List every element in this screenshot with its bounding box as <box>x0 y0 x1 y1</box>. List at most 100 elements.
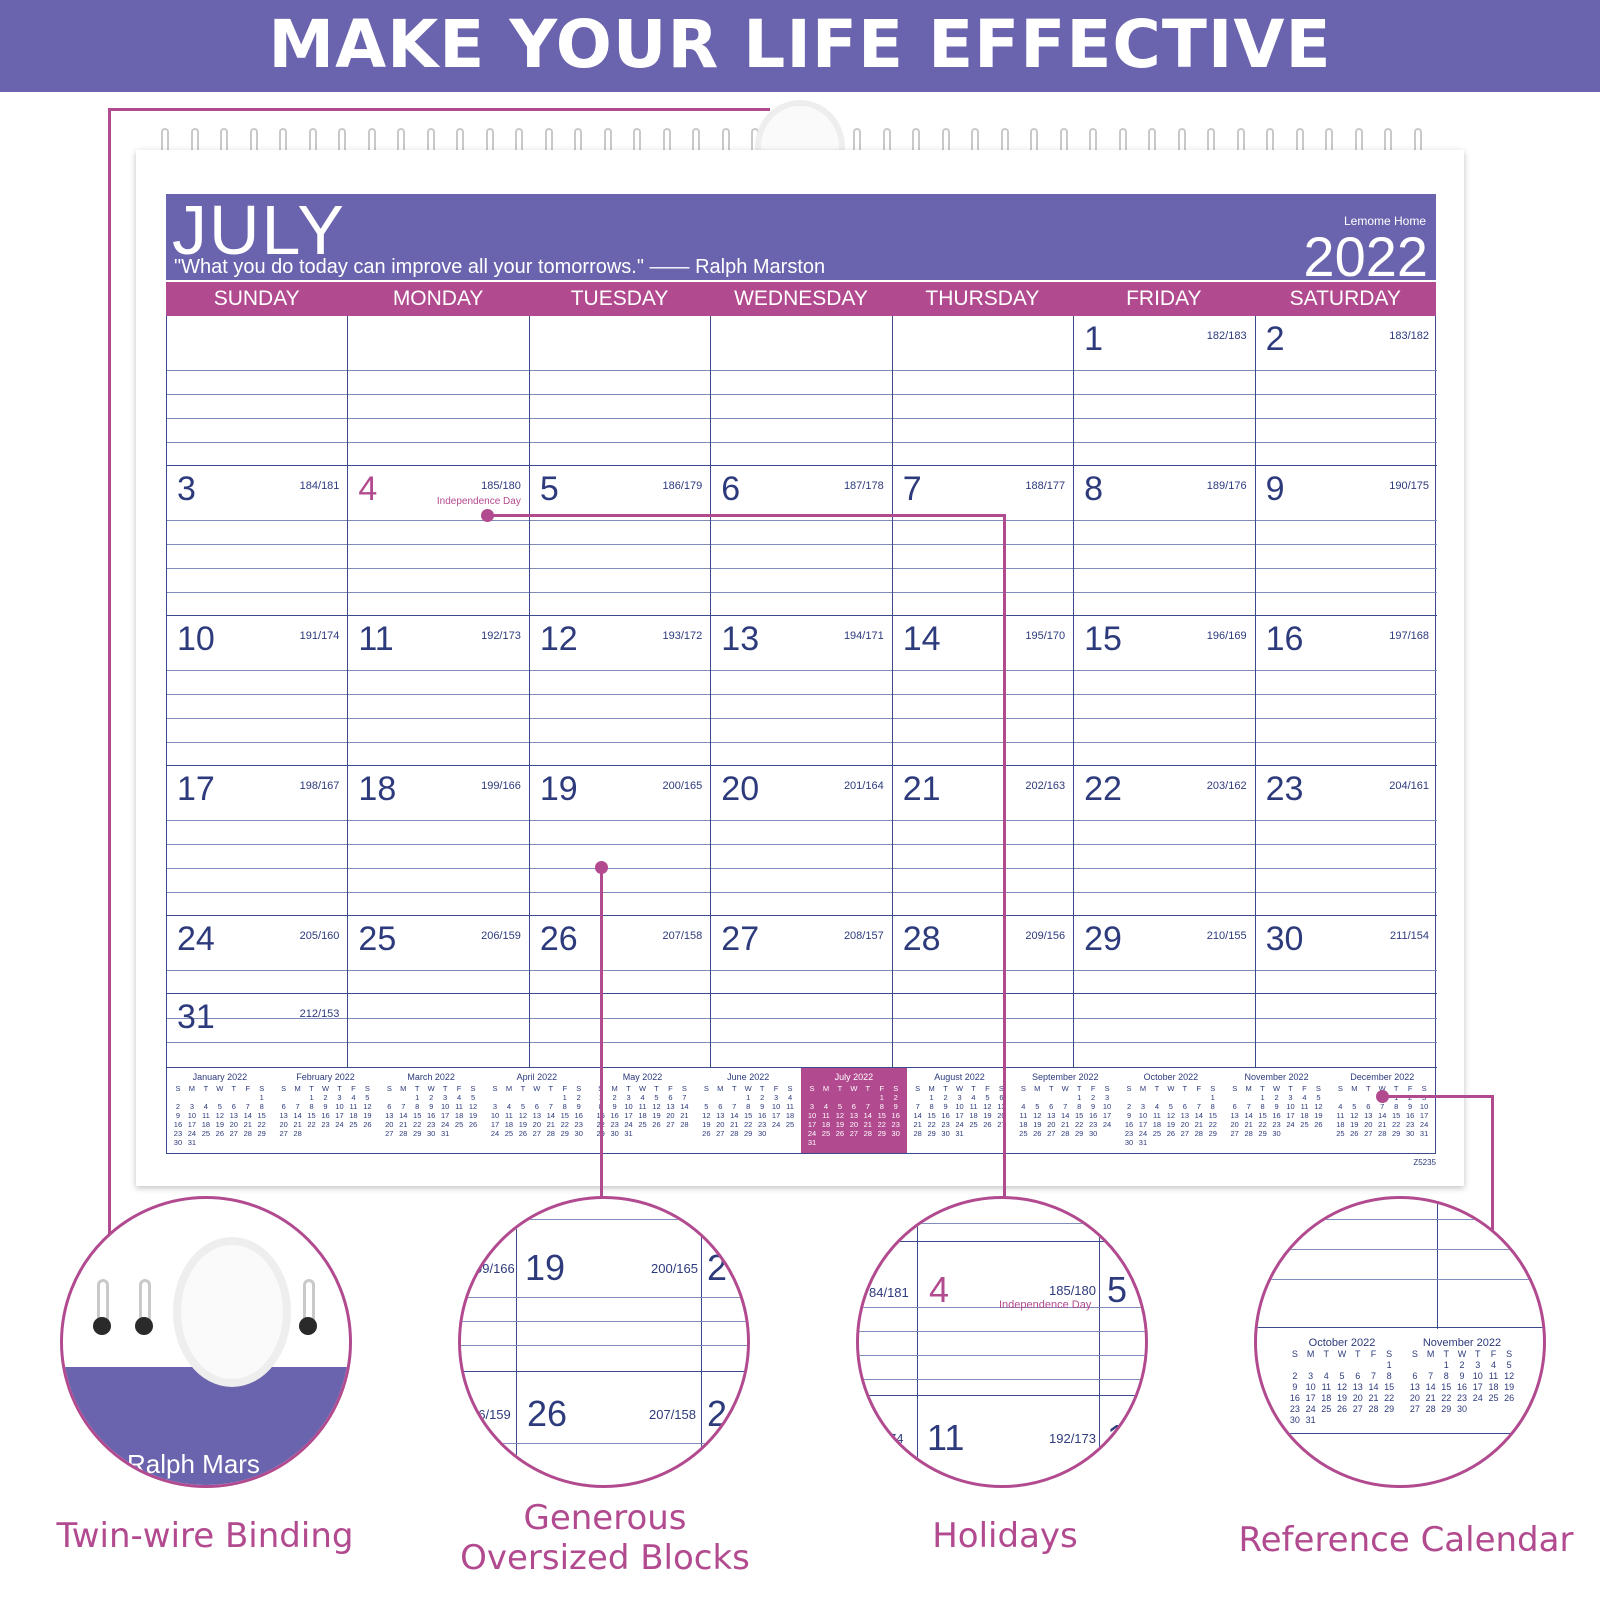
mini-day: 25 <box>821 1129 831 1138</box>
mini-day <box>199 1093 213 1102</box>
caption-binding: Twin-wire Binding <box>56 1516 354 1556</box>
empty-cell[interactable] <box>167 316 349 466</box>
day-cell[interactable]: 4 185/180 Independence Day <box>348 466 530 616</box>
writing-line <box>892 1042 1074 1043</box>
day-cell[interactable]: 6 187/178 <box>711 466 893 616</box>
grid-line <box>859 1395 1145 1396</box>
day-cell[interactable]: 13 194/171 <box>711 616 893 766</box>
empty-cell[interactable] <box>1074 994 1256 1068</box>
mini-day: 21 <box>1425 1393 1436 1403</box>
day-cell[interactable]: 3 184/181 <box>167 466 349 616</box>
day-cell[interactable]: 5 186/179 <box>529 466 712 616</box>
day-cell[interactable]: 9 190/175 <box>1255 466 1437 616</box>
day-cell[interactable]: 30 211/154 <box>1255 916 1437 994</box>
mini-day: 12 <box>1314 1102 1323 1111</box>
day-cell[interactable]: 23 204/161 <box>1255 766 1437 916</box>
wire-loop-arc <box>1177 128 1186 156</box>
day-number: 28 <box>902 920 941 958</box>
mini-day: 28 <box>243 1129 252 1138</box>
mini-day: 25 <box>785 1120 795 1129</box>
empty-cell[interactable] <box>711 994 893 1068</box>
mini-day: 30 <box>427 1129 436 1138</box>
day-cell[interactable]: 17 198/167 <box>167 766 349 916</box>
mini-day: 22 <box>1208 1120 1217 1129</box>
mini-day: 29 <box>560 1129 569 1138</box>
empty-cell[interactable] <box>348 994 530 1068</box>
mini-day: 13 <box>279 1111 288 1120</box>
grid-line <box>461 1443 747 1444</box>
day-cell[interactable]: 16 197/168 <box>1255 616 1437 766</box>
mini-day: 22 <box>560 1120 569 1129</box>
writing-line <box>711 1042 892 1043</box>
mini-day: 12 <box>702 1111 711 1120</box>
mini-day: 2 <box>1292 1371 1298 1381</box>
mini-day: 17 <box>1138 1120 1148 1129</box>
empty-cell[interactable] <box>348 316 530 466</box>
day-cell[interactable]: 28 209/156 <box>892 916 1075 994</box>
mini-weekday: T <box>1354 1349 1361 1359</box>
empty-cell[interactable] <box>892 316 1075 466</box>
writing-line <box>529 418 711 419</box>
day-cell[interactable]: 2 183/182 <box>1255 316 1437 466</box>
mini-day: 22 <box>1384 1393 1395 1403</box>
empty-cell[interactable] <box>711 316 893 466</box>
day-cell[interactable]: 27 208/157 <box>711 916 893 994</box>
empty-cell[interactable] <box>529 994 712 1068</box>
mini-weekday: W <box>1167 1084 1175 1093</box>
mini-day: 24 <box>1286 1120 1295 1129</box>
mini-day: 1 <box>879 1093 884 1102</box>
empty-cell[interactable] <box>529 316 712 466</box>
day-cell[interactable]: 11 192/173 <box>348 616 530 766</box>
writing-line <box>892 742 1074 743</box>
day-cell[interactable]: 10 191/174 <box>167 616 349 766</box>
mini-weekday: M <box>188 1084 196 1093</box>
mini-day <box>1044 1093 1058 1102</box>
mini-day: 27 <box>1230 1129 1239 1138</box>
mini-week-row: 28 29 30 31 <box>911 1129 1009 1138</box>
writing-line <box>1074 892 1255 893</box>
mini-week-row: 17 18 19 20 21 22 23 <box>488 1120 586 1129</box>
day-cell[interactable]: 15 196/169 <box>1074 616 1256 766</box>
mini-calendar: October 2022 S M T W T F S 1 2 3 4 5 6 7 8 9 10 11 12 13 14 15… <box>1118 1068 1224 1153</box>
writing-line <box>892 820 1074 821</box>
mini-day: 26 <box>1350 1129 1359 1138</box>
writing-line <box>892 544 1074 545</box>
day-cell[interactable]: 14 195/170 <box>892 616 1075 766</box>
day-cell[interactable]: 12 193/172 <box>529 616 712 766</box>
wire-loop <box>139 1279 151 1323</box>
day-cell[interactable]: 8 189/176 <box>1074 466 1256 616</box>
day-cell[interactable]: 20 201/164 <box>711 766 893 916</box>
day-cell[interactable]: 7 188/177 <box>892 466 1075 616</box>
mini-day: 20 <box>849 1120 859 1129</box>
wire-loop <box>303 1279 315 1323</box>
mini-day: 9 <box>760 1102 765 1111</box>
day-cell[interactable]: 26 207/158 <box>529 916 712 994</box>
mini-day: 2 <box>1091 1093 1096 1102</box>
day-cell[interactable]: 25 206/159 <box>348 916 530 994</box>
mini-day: 24 <box>187 1129 197 1138</box>
mini-day <box>171 1093 185 1102</box>
mini-weekday: T <box>1323 1349 1330 1359</box>
mini-weekday: T <box>654 1084 659 1093</box>
day-cell[interactable]: 29 210/155 <box>1074 916 1256 994</box>
day-cell[interactable]: 22 203/162 <box>1074 766 1256 916</box>
day-cell[interactable]: 1 182/183 <box>1074 316 1256 466</box>
day-cell[interactable]: 31 212/153 <box>167 994 349 1068</box>
empty-cell[interactable] <box>1255 994 1437 1068</box>
empty-cell[interactable] <box>892 994 1075 1068</box>
day-of-year: 211/154 <box>1390 930 1429 942</box>
mini-weekday: T <box>442 1084 448 1093</box>
day-cell[interactable]: 18 199/166 <box>348 766 530 916</box>
mini-day: 1 <box>1386 1360 1392 1370</box>
wire-loop-arc <box>912 128 920 156</box>
day-cell[interactable]: 24 205/160 <box>167 916 349 994</box>
mini-day: 27 <box>532 1129 542 1138</box>
day-cell[interactable]: 21 202/163 <box>892 766 1075 916</box>
day-of-year: 200/165 <box>651 1261 698 1276</box>
mini-day: 3 <box>809 1102 815 1111</box>
day-cell[interactable]: 19 200/165 <box>529 766 712 916</box>
writing-line <box>529 1042 711 1043</box>
